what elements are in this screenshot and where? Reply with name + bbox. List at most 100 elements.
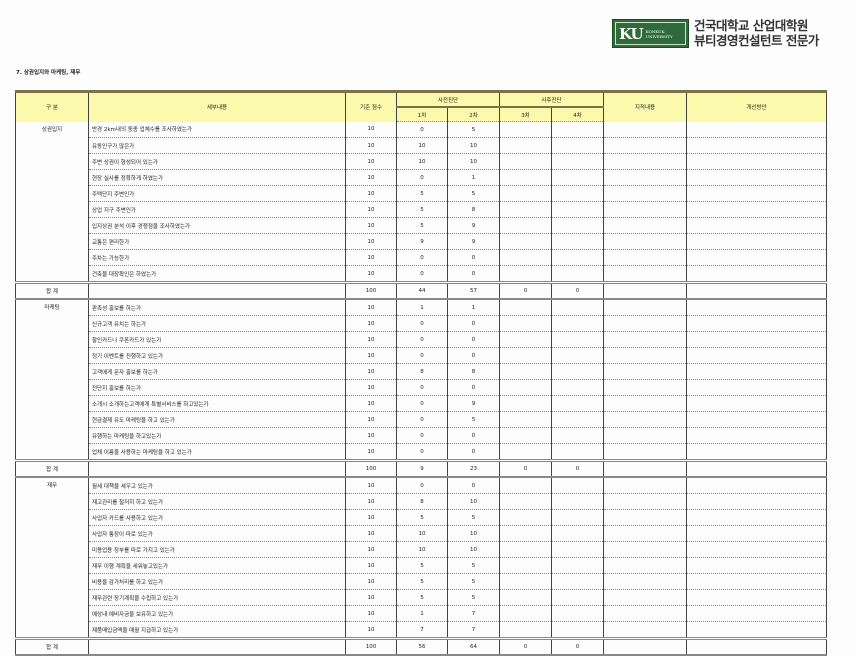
improvement-cell <box>686 411 827 428</box>
table-row: 제품매입금액을 매월 지급하고 있는가 10 7 7 <box>16 621 827 639</box>
total-round-2: 57 <box>447 281 500 300</box>
improvement-cell <box>686 589 827 606</box>
round-2-score: 10 <box>447 525 500 542</box>
round-4-score <box>551 201 604 218</box>
round-1-score: 10 <box>396 153 448 170</box>
round-3-score <box>499 217 552 234</box>
round-2-score: 0 <box>447 427 500 444</box>
round-3-score <box>499 509 552 526</box>
table-row: 재무관련 장기계획을 수립하고 있는가 10 5 5 <box>16 589 827 606</box>
round-4-score <box>551 573 604 590</box>
standard-score: 10 <box>345 363 397 380</box>
table-row: 현장 실사를 정확하게 하였는가 10 0 1 <box>16 169 827 186</box>
total-standard: 100 <box>345 637 397 656</box>
detail-cell: 주차는 가능한가 <box>88 249 346 266</box>
round-1-score: 5 <box>396 217 448 234</box>
round-4-score <box>551 477 604 494</box>
header-standard: 기준 점수 <box>345 90 397 122</box>
remarks-cell <box>603 121 687 138</box>
category-cell: 재무 <box>15 477 89 639</box>
round-4-score <box>551 153 604 170</box>
remarks-cell <box>603 605 687 622</box>
round-2-score: 7 <box>447 605 500 622</box>
improvement-cell <box>686 525 827 542</box>
total-round-4: 0 <box>551 637 604 656</box>
round-3-score <box>499 427 552 444</box>
table-row: 미용업용 장부를 따로 가지고 있는가 10 10 10 <box>16 541 827 558</box>
round-2-score: 0 <box>447 379 500 396</box>
round-2-score: 9 <box>447 233 500 250</box>
total-row: 합 계 100 56 64 0 0 <box>15 637 827 656</box>
round-3-score <box>499 233 552 250</box>
round-4-score <box>551 493 604 510</box>
remarks-cell <box>603 185 687 202</box>
remarks-cell <box>603 169 687 186</box>
round-4-score <box>551 589 604 606</box>
round-3-score <box>499 557 552 574</box>
total-round-3: 0 <box>499 459 552 478</box>
remarks-cell <box>603 443 687 461</box>
detail-cell: 전단지 홍보를 하는가 <box>88 379 346 396</box>
round-1-score: 5 <box>396 185 448 202</box>
round-2-score: 5 <box>447 411 500 428</box>
table-row: 재고관리를 철저히 하고 있는가 10 8 10 <box>16 493 827 510</box>
round-4-score <box>551 265 604 283</box>
improvement-cell <box>686 217 827 234</box>
detail-cell: 상업 지구 주변인가 <box>88 201 346 218</box>
category-cell: 상권입지 <box>15 121 89 283</box>
round-2-score: 7 <box>447 621 500 639</box>
round-2-score: 1 <box>447 299 500 316</box>
total-detail <box>88 281 346 300</box>
round-3-score <box>499 395 552 412</box>
remarks-cell <box>603 589 687 606</box>
round-1-score: 5 <box>396 201 448 218</box>
remarks-cell <box>603 477 687 494</box>
round-1-score: 5 <box>396 509 448 526</box>
table-row: 업체 이름을 사용하는 마케팅을 하고 있는가 10 0 0 <box>16 443 827 461</box>
total-remarks <box>603 281 687 300</box>
round-3-score <box>499 185 552 202</box>
table-row: 재무 월세 대책을 세우고 있는가 10 0 0 <box>15 477 827 639</box>
detail-cell: 재무관련 장기계획을 수립하고 있는가 <box>88 589 346 606</box>
total-round-2: 23 <box>447 459 500 478</box>
round-4-score <box>551 557 604 574</box>
round-1-score: 0 <box>396 121 448 138</box>
round-3-score <box>499 477 552 494</box>
detail-cell: 업체 이름을 사용하는 마케팅을 하고 있는가 <box>88 443 346 461</box>
remarks-cell <box>603 233 687 250</box>
round-2-score: 0 <box>447 347 500 364</box>
header-round-1: 1차 <box>396 106 448 122</box>
detail-cell: 할인카드나 쿠폰카드가 있는가 <box>88 331 346 348</box>
standard-score: 10 <box>345 379 397 396</box>
table-row: 입지상권 분석 이후 경쟁점을 조사하였는가 10 5 9 <box>16 217 827 234</box>
round-2-score: 5 <box>447 121 500 138</box>
total-improvement <box>686 637 827 656</box>
standard-score: 10 <box>345 493 397 510</box>
detail-cell: 건축물 대장확인은 하였는가 <box>88 265 346 283</box>
round-2-score: 0 <box>447 443 500 461</box>
table-row: 마케팅 판촉성 홍보를 하는가 10 1 1 <box>15 299 827 461</box>
total-standard: 100 <box>345 281 397 300</box>
total-round-4: 0 <box>551 281 604 300</box>
table-row: 주변 상권이 형성되어 있는가 10 10 10 <box>16 153 827 170</box>
improvement-cell <box>686 573 827 590</box>
total-round-3: 0 <box>499 637 552 656</box>
remarks-cell <box>603 331 687 348</box>
standard-score: 10 <box>345 477 397 494</box>
table-row: 예상내 예비자금을 보유하고 있는가 10 1 7 <box>16 605 827 622</box>
round-1-score: 5 <box>396 589 448 606</box>
total-improvement <box>686 281 827 300</box>
improvement-cell <box>686 621 827 639</box>
improvement-cell <box>686 605 827 622</box>
round-2-score: 0 <box>447 249 500 266</box>
round-2-score: 10 <box>447 137 500 154</box>
standard-score: 10 <box>345 509 397 526</box>
round-4-score <box>551 185 604 202</box>
improvement-cell <box>686 379 827 396</box>
table-row: 건축물 대장확인은 하였는가 10 0 0 <box>16 265 827 283</box>
remarks-cell <box>603 395 687 412</box>
table-row: 재무 이행 계획을 세워놓고있는가 10 5 5 <box>16 557 827 574</box>
detail-cell: 주택단지 주변인가 <box>88 185 346 202</box>
standard-score: 10 <box>345 411 397 428</box>
detail-cell: 비용을 감가처리를 하고 있는가 <box>88 573 346 590</box>
